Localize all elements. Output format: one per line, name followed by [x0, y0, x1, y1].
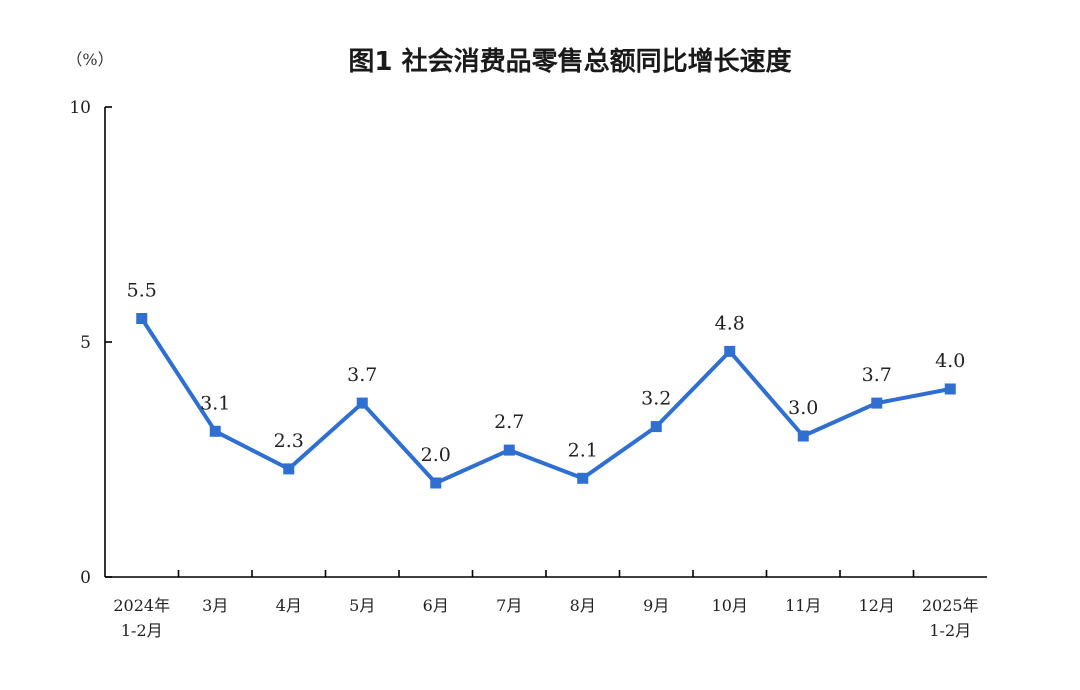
series-line — [140, 317, 951, 485]
data-point — [503, 444, 515, 456]
data-point — [871, 397, 883, 409]
data-label: 2.7 — [494, 411, 524, 433]
x-tick-label: 7月 — [496, 596, 522, 615]
x-tick-label: 2024年 1-2月 — [113, 596, 170, 640]
data-point — [724, 345, 736, 357]
x-tick-label: 6月 — [423, 596, 449, 615]
data-point — [356, 397, 368, 409]
data-point — [944, 383, 956, 395]
data-point — [209, 425, 221, 437]
x-tick-label: 11月 — [785, 596, 821, 615]
x-tick-label: 8月 — [570, 596, 596, 615]
data-label: 3.2 — [641, 388, 671, 410]
axes — [104, 107, 987, 578]
x-tick-label: 9月 — [643, 596, 669, 615]
data-label: 2.3 — [274, 430, 304, 452]
data-point — [797, 430, 809, 442]
x-tick-label: 4月 — [276, 596, 302, 615]
x-tick-label: 3月 — [202, 596, 228, 615]
y-tick-label: 10 — [69, 98, 91, 118]
data-labels: 5.5 3.1 2.3 3.7 2.0 2.7 2.1 3.2 4.8 3.0 3.7 4.0 — [127, 280, 966, 467]
y-ticks: 0 5 10 — [69, 98, 112, 588]
x-tick-label: 10月 — [712, 596, 748, 615]
data-label: 3.1 — [200, 392, 230, 414]
data-label: 4.0 — [935, 350, 965, 372]
data-point — [283, 463, 295, 475]
x-tick-label: 2025年 1-2月 — [922, 596, 979, 640]
x-ticks: 2024年 1-2月 3月 4月 5月 6月 7月 8月 9月 10月 11月 12月 2025年 1-2… — [113, 570, 979, 640]
data-label: 3.0 — [788, 397, 818, 419]
data-label: 5.5 — [127, 280, 157, 302]
x-tick-label: 12月 — [859, 596, 895, 615]
data-point — [136, 313, 148, 324]
data-label: 3.7 — [862, 364, 892, 386]
data-point — [577, 472, 589, 484]
y-axis-unit: （%） — [66, 50, 113, 69]
x-tick-label: 5月 — [349, 596, 375, 615]
data-label: 3.7 — [347, 364, 377, 386]
data-point — [430, 477, 442, 489]
data-label: 4.8 — [715, 312, 745, 334]
data-label: 2.0 — [421, 444, 451, 466]
data-point — [650, 421, 662, 433]
series — [136, 313, 956, 489]
data-label: 2.1 — [568, 439, 598, 461]
y-tick-label: 5 — [80, 333, 91, 353]
y-tick-label: 0 — [80, 568, 91, 588]
chart-title: 图1 社会消费品零售总额同比增长速度 — [348, 46, 791, 77]
